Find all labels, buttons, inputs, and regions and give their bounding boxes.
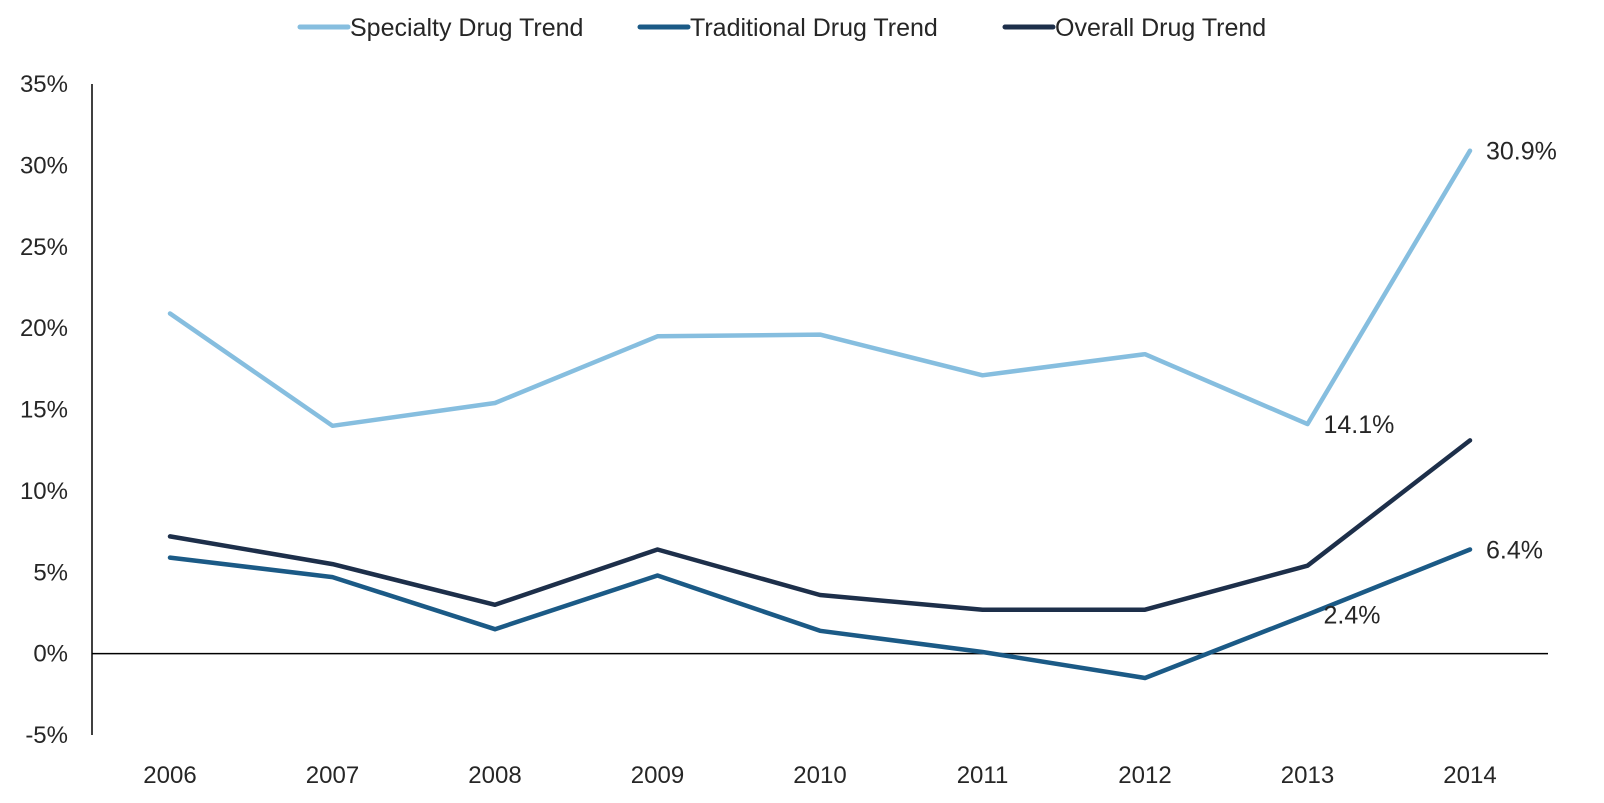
- y-axis-ticks: -5% 0% 5% 10% 15% 20% 25% 30% 35%: [20, 71, 68, 749]
- y-tick-label: 25%: [20, 234, 68, 261]
- data-label: 30.9%: [1486, 138, 1557, 166]
- chart-axes: [91, 84, 1548, 735]
- y-tick-label: -5%: [25, 722, 68, 749]
- x-tick-label: 2012: [1118, 762, 1171, 789]
- x-axis-ticks: 2006 2007 2008 2009 2010 2011 2012 2013 2014: [143, 762, 1496, 789]
- data-labels: 30.9% 14.1% 6.4% 2.4%: [1324, 138, 1557, 630]
- x-tick-label: 2009: [631, 762, 684, 789]
- data-label: 2.4%: [1324, 602, 1381, 630]
- legend-label: Overall Drug Trend: [1055, 14, 1266, 42]
- y-tick-label: 30%: [20, 152, 68, 179]
- x-tick-label: 2006: [143, 762, 196, 789]
- series-line-3: [167, 438, 1473, 612]
- x-tick-label: 2011: [957, 762, 1009, 789]
- data-label: 14.1%: [1324, 411, 1395, 439]
- y-tick-label: 15%: [20, 397, 68, 424]
- y-tick-label: 5%: [33, 559, 68, 586]
- y-tick-label: 10%: [20, 478, 68, 505]
- chart-legend: Specialty Drug Trend Traditional Drug Tre…: [297, 14, 1266, 42]
- legend-label: Specialty Drug Trend: [350, 14, 583, 42]
- x-tick-label: 2013: [1281, 762, 1334, 789]
- series-lines: [167, 148, 1473, 681]
- data-label: 6.4%: [1486, 536, 1543, 564]
- series-line-2: [167, 547, 1473, 681]
- legend-label: Traditional Drug Trend: [690, 14, 938, 42]
- y-tick-label: 35%: [20, 71, 68, 98]
- x-tick-label: 2010: [793, 762, 846, 789]
- series-line-1: [167, 148, 1473, 429]
- x-tick-label: 2014: [1443, 762, 1496, 789]
- x-tick-label: 2007: [306, 762, 359, 789]
- y-tick-label: 20%: [20, 315, 68, 342]
- x-tick-label: 2008: [468, 762, 521, 789]
- y-tick-label: 0%: [33, 641, 68, 668]
